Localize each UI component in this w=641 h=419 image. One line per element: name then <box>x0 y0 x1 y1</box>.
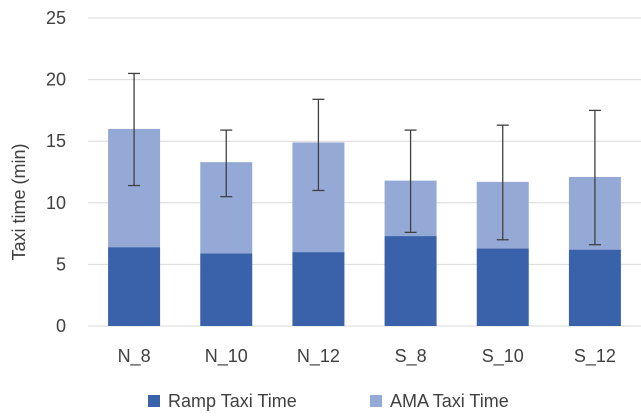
y-tick-label-25: 25 <box>46 8 66 28</box>
error-bar-N_10 <box>220 129 233 198</box>
y-tick-label-15: 15 <box>46 131 66 151</box>
y-tick-label-10: 10 <box>46 193 66 213</box>
legend-label-ramp: Ramp Taxi Time <box>168 391 297 411</box>
legend: Ramp Taxi Time AMA Taxi Time <box>148 391 509 411</box>
legend-swatch-ramp <box>148 395 160 407</box>
error-bar-N_8 <box>128 72 141 187</box>
x-tick-label-S_12: S_12 <box>574 346 616 367</box>
y-axis-ticks: 0 5 10 15 20 25 <box>46 8 66 336</box>
error-bars <box>128 72 601 246</box>
gridlines <box>88 17 641 327</box>
x-tick-label-N_8: N_8 <box>118 346 151 367</box>
y-tick-label-20: 20 <box>46 70 66 90</box>
legend-item-ama: AMA Taxi Time <box>370 391 509 411</box>
y-tick-label-0: 0 <box>56 316 66 336</box>
error-bar-S_10 <box>496 124 509 241</box>
error-bar-S_8 <box>404 129 417 234</box>
x-tick-label-S_10: S_10 <box>482 346 524 367</box>
error-bar-S_12 <box>588 109 601 246</box>
x-axis-ticks: N_8 N_10 N_12 S_8 S_10 S_12 <box>118 346 616 367</box>
error-bar-N_12 <box>312 98 325 192</box>
y-axis-title: Taxi time (min) <box>9 143 29 260</box>
y-tick-label-5: 5 <box>56 254 66 274</box>
bar-N_10-ramp <box>200 253 253 326</box>
bar-S_12-ramp <box>568 249 621 326</box>
x-tick-label-N_12: N_12 <box>297 346 340 367</box>
bar-N_12-ramp <box>292 252 345 326</box>
bars <box>108 128 621 326</box>
legend-item-ramp: Ramp Taxi Time <box>148 391 297 411</box>
bar-S_10-ramp <box>476 248 529 326</box>
legend-label-ama: AMA Taxi Time <box>390 391 509 411</box>
bar-S_8-ramp <box>384 236 437 326</box>
x-tick-label-N_10: N_10 <box>205 346 248 367</box>
x-tick-label-S_8: S_8 <box>395 346 427 367</box>
legend-swatch-ama <box>370 395 382 407</box>
bar-N_8-ramp <box>108 247 161 326</box>
